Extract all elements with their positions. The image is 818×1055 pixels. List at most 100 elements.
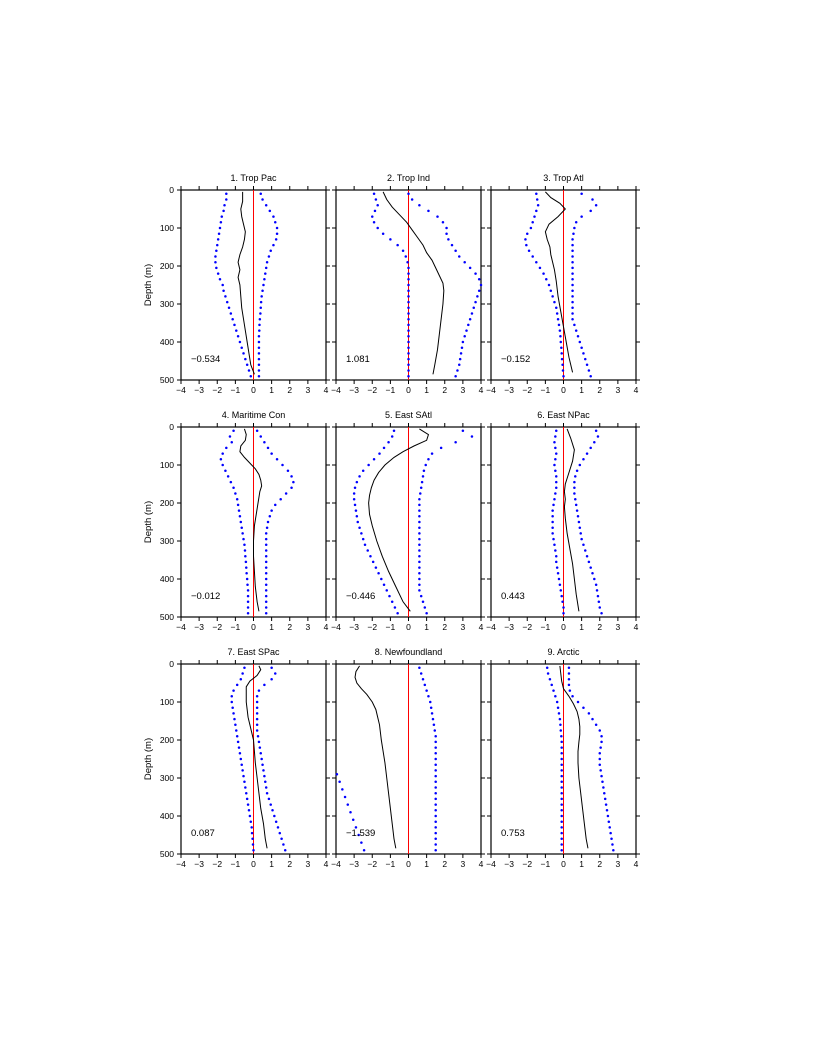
x-tick-label: 3 [461, 859, 466, 869]
upper-bound-point [598, 757, 601, 761]
panel-1: 1. Trop Pac −4 −3 −2 −1 0 1 2 3 4 0 100 200 300 400 500… [143, 173, 330, 395]
upper-bound-point [260, 295, 263, 298]
x-tick-label: 1 [424, 859, 429, 869]
x-tick-label: −4 [176, 859, 186, 869]
upper-bound-point [460, 346, 464, 349]
lower-bound-point [236, 503, 240, 507]
lower-bound-point [407, 283, 410, 287]
lower-bound-point [390, 435, 394, 438]
lower-bound-point [376, 203, 379, 207]
lower-bound-point [371, 215, 374, 218]
upper-bound-point [274, 238, 278, 241]
lower-bound-point [240, 526, 243, 529]
panel-value: −0.446 [346, 591, 375, 602]
upper-bound-point [567, 666, 571, 670]
upper-bound-point [579, 532, 582, 535]
upper-bound-point [431, 717, 435, 721]
lower-bound-point [222, 209, 225, 213]
x-tick-label: −1 [386, 385, 396, 395]
upper-bound-point [571, 295, 574, 298]
lower-bound-point [230, 700, 233, 704]
lower-bound-point [560, 594, 563, 598]
x-tick-label: 4 [479, 385, 484, 395]
upper-bound-point [458, 357, 462, 361]
lower-bound-point [378, 452, 381, 455]
upper-bound-point [434, 803, 437, 806]
upper-bound-point [407, 192, 410, 196]
lower-bound-point [554, 469, 557, 472]
upper-bound-point [257, 357, 261, 361]
upper-bound-point [434, 740, 437, 744]
lower-bound-point [244, 357, 247, 361]
upper-bound-point [261, 763, 264, 766]
y-tick-label: 500 [160, 849, 174, 859]
upper-bound-point [456, 369, 459, 372]
lower-bound-point [407, 278, 410, 281]
upper-bound-point [582, 543, 585, 547]
lower-bound-point [240, 763, 243, 766]
upper-bound-point [607, 820, 611, 823]
upper-bound-point [582, 458, 585, 461]
x-tick-label: 1 [424, 622, 429, 632]
lower-bound-point [372, 192, 376, 196]
upper-bound-point [587, 712, 591, 715]
upper-bound-point [594, 583, 598, 586]
x-tick-label: 4 [634, 622, 639, 632]
upper-bound-point [418, 537, 421, 541]
upper-bound-point [434, 814, 437, 818]
lower-bound-point [401, 249, 405, 253]
x-tick-label: −2 [522, 622, 532, 632]
x-tick-label: 0 [561, 859, 566, 869]
lower-bound-point [396, 611, 399, 615]
lower-bound-point [390, 600, 394, 604]
lower-bound-point [407, 317, 410, 321]
upper-bound-point [571, 317, 574, 321]
lower-bound-point [369, 554, 372, 558]
mean-profile-line [382, 191, 445, 375]
upper-bound-point [573, 226, 576, 230]
lower-bound-point [524, 238, 527, 241]
x-tick-label: −4 [331, 622, 341, 632]
upper-bound-point [604, 803, 608, 806]
lower-bound-point [407, 300, 410, 304]
x-tick-label: −4 [486, 385, 496, 395]
lower-bound-point [235, 329, 238, 332]
lower-bound-point [529, 226, 533, 230]
panel-title: 6. East NPac [537, 410, 590, 420]
lower-bound-point [229, 480, 233, 484]
upper-bound-point [264, 532, 268, 535]
upper-bound-point [582, 352, 585, 355]
upper-bound-point [585, 554, 589, 558]
upper-bound-point [477, 278, 481, 281]
y-tick-label: 400 [160, 574, 174, 584]
lower-bound-point [363, 543, 367, 547]
upper-bound-point [574, 329, 578, 332]
x-tick-label: −3 [194, 859, 204, 869]
upper-bound-point [418, 583, 421, 586]
lower-bound-point [533, 215, 536, 218]
upper-bound-point [421, 677, 425, 681]
lower-bound-point [246, 803, 250, 806]
lower-bound-point [248, 814, 252, 818]
upper-bound-point [259, 300, 263, 304]
upper-bound-point [601, 780, 604, 784]
lower-bound-point [535, 209, 538, 213]
upper-bound-point [434, 826, 437, 829]
upper-bound-point [259, 312, 262, 315]
lower-bound-point [557, 712, 561, 715]
upper-bound-point [461, 429, 465, 433]
upper-bound-point [593, 577, 596, 581]
lower-bound-point [220, 215, 224, 218]
upper-bound-point [573, 323, 576, 327]
lower-bound-point [545, 666, 549, 670]
x-tick-label: 0 [251, 622, 256, 632]
upper-bound-point [430, 452, 434, 455]
x-tick-label: 3 [306, 385, 311, 395]
x-tick-label: 0 [406, 859, 411, 869]
upper-bound-point [419, 486, 423, 490]
upper-bound-point [434, 780, 437, 784]
lower-bound-point [366, 549, 369, 552]
upper-bound-point [259, 435, 262, 438]
lower-bound-point [238, 340, 242, 344]
upper-bound-point [434, 752, 437, 755]
